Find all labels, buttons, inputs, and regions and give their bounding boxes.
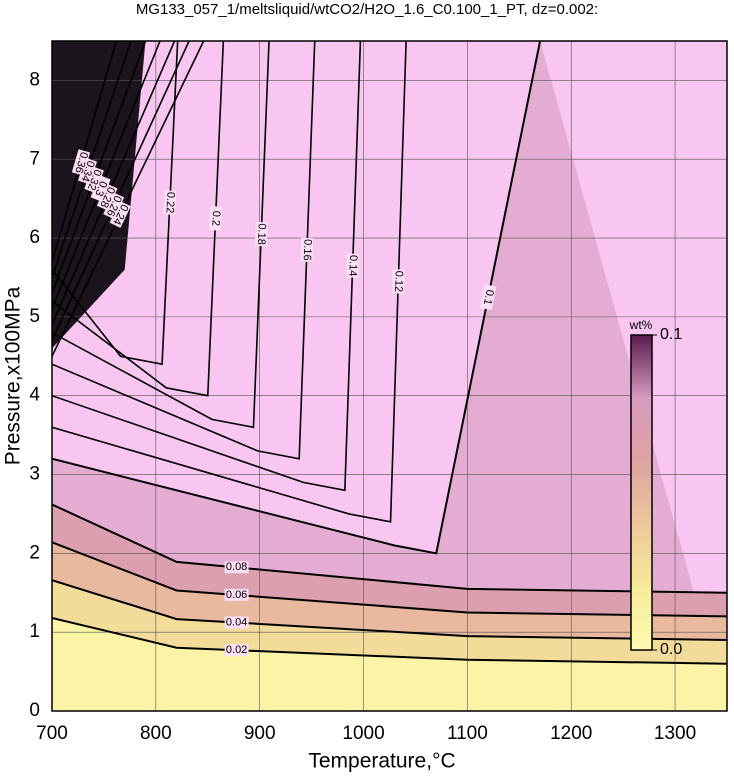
contour-label: 0.18 xyxy=(255,223,268,245)
contour-line xyxy=(52,41,205,357)
contour-label: 0.16 xyxy=(301,239,314,261)
contour-fill xyxy=(52,617,727,711)
y-tick-label: 3 xyxy=(29,464,40,485)
contour-line xyxy=(52,41,147,294)
y-axis-label: Pressure,x100MPa xyxy=(2,286,25,465)
contour-label: 0.12 xyxy=(392,271,405,293)
contour-line xyxy=(52,41,190,341)
contour-label: 0.08 xyxy=(226,561,247,573)
contour-label-bg xyxy=(346,253,360,278)
y-tick-label: 7 xyxy=(29,148,40,169)
contour-line xyxy=(52,541,727,618)
contour-label-bg xyxy=(163,190,177,215)
contour-label-bg xyxy=(109,200,131,228)
contour-label: 0.1 xyxy=(481,289,496,306)
y-tick-label: 1 xyxy=(29,621,40,642)
contour-label-bg xyxy=(78,157,98,185)
x-tick-label: 1000 xyxy=(342,723,384,744)
colorbar-tick-label: 0.0 xyxy=(660,641,682,658)
contour-label: 0.04 xyxy=(226,616,247,628)
y-tick-label: 0 xyxy=(29,700,40,721)
contour-line xyxy=(52,41,176,326)
contour-label-bg xyxy=(224,588,249,601)
contour-label: 0.22 xyxy=(163,192,176,214)
contour-label-bg xyxy=(224,561,249,574)
contour-line xyxy=(52,579,727,642)
contour-label-bg xyxy=(96,183,118,211)
x-tick-label: 800 xyxy=(140,723,172,744)
contour-label: 0.36 xyxy=(72,150,90,174)
contour-label-bg xyxy=(254,221,268,247)
y-tick-label: 8 xyxy=(29,69,40,90)
contour-line xyxy=(52,41,161,310)
colorbar xyxy=(630,334,653,651)
chart-title: MG133_057_1/meltsliquid/wtCO2/H2O_1.6_C0… xyxy=(136,1,598,18)
y-tick-label: 2 xyxy=(29,542,40,563)
contour-line xyxy=(52,41,132,278)
contour-label-bg xyxy=(209,206,223,231)
colorbar-tick-label: 0.1 xyxy=(660,326,682,343)
contour-label: 0.2 xyxy=(209,210,222,226)
x-tick-label: 900 xyxy=(244,723,276,744)
y-tick-label: 5 xyxy=(29,306,40,327)
x-tick-label: 1100 xyxy=(447,723,488,744)
colorbar-label: wt% xyxy=(629,318,653,332)
contour-label: 0.02 xyxy=(226,644,247,656)
plot: 0.02 0.04 0.06 0.08 0.1 0.12 0.14 0.16 0.18 0.2 0.… xyxy=(52,41,727,711)
contour-line xyxy=(52,503,727,594)
plot-frame xyxy=(51,40,728,712)
contour-label-bg xyxy=(103,192,125,220)
x-tick-label: 700 xyxy=(36,723,68,744)
y-tick-label: 4 xyxy=(29,385,40,406)
contour-line xyxy=(52,617,727,665)
contour-label-bg xyxy=(300,237,314,263)
x-tick-label: 1300 xyxy=(654,723,696,744)
contour-label-bg xyxy=(479,284,497,311)
y-tick-label: 6 xyxy=(29,227,40,248)
contour-label-bg xyxy=(224,616,249,629)
contour-label-bg xyxy=(391,269,405,294)
x-axis-label: Temperature,°C xyxy=(308,750,455,773)
x-tick-label: 1200 xyxy=(550,723,592,744)
contour-label-bg xyxy=(84,166,104,194)
contour-label: 0.06 xyxy=(226,589,247,601)
contour-label: 0.14 xyxy=(346,255,359,277)
contour-label-bg xyxy=(90,175,111,202)
contour-fill xyxy=(52,41,727,711)
contour-label-bg xyxy=(71,149,91,176)
contour-label-bg xyxy=(224,644,249,657)
